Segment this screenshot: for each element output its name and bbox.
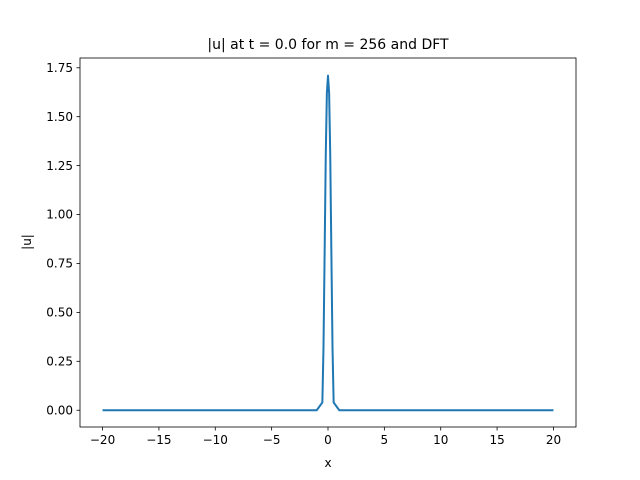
y-tick-label: 1.75 xyxy=(46,61,73,75)
x-tick-label: 0 xyxy=(324,433,332,447)
series-line xyxy=(102,74,554,412)
x-axis-label: x xyxy=(324,456,331,470)
y-axis-label: |u| xyxy=(20,234,34,250)
y-tick-label: 0.25 xyxy=(46,355,73,369)
y-tick-label: 0.75 xyxy=(46,257,73,271)
x-tick-label: −20 xyxy=(90,433,115,447)
y-tick-label: 0.50 xyxy=(46,306,73,320)
plot-area xyxy=(80,58,576,427)
x-tick-label: −10 xyxy=(203,433,228,447)
x-tick-label: 10 xyxy=(433,433,448,447)
x-tick-label: 5 xyxy=(381,433,389,447)
y-tick-label: 1.25 xyxy=(46,159,73,173)
chart-title: |u| at t = 0.0 for m = 256 and DFT xyxy=(207,37,449,53)
x-tick-label: −5 xyxy=(263,433,281,447)
y-tick-label: 1.50 xyxy=(46,110,73,124)
series-layer xyxy=(102,74,554,412)
y-axis-ticks: 0.00 0.25 0.50 0.75 1.00 1.25 1.50 1.75 xyxy=(46,61,80,417)
x-axis-ticks: −20 −15 −10 −5 0 5 10 15 20 xyxy=(90,427,561,447)
x-tick-label: 20 xyxy=(546,433,561,447)
x-tick-label: −15 xyxy=(146,433,171,447)
y-tick-label: 0.00 xyxy=(46,403,73,417)
x-tick-label: 15 xyxy=(489,433,504,447)
y-tick-label: 1.00 xyxy=(46,208,73,222)
